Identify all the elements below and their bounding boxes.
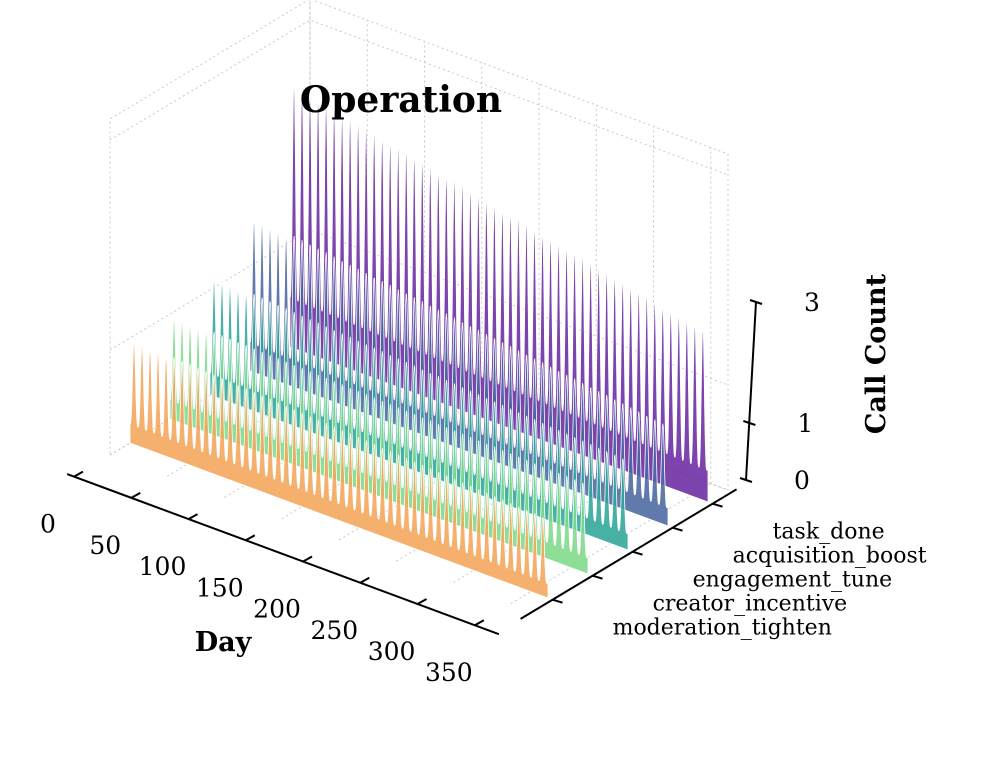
category-label-moderation-tighten: moderation_tighten — [613, 616, 832, 641]
z-tick-mark — [749, 299, 763, 305]
x-tick-label: 350 — [425, 658, 473, 687]
y-tick-mark — [712, 502, 723, 508]
x-tick-label: 50 — [89, 531, 121, 560]
x-tick-mark — [359, 576, 370, 584]
y-tick-mark — [632, 550, 643, 556]
category-label-task-done: task_done — [773, 520, 885, 545]
series-layer — [129, 78, 709, 599]
x-tick-label: 150 — [196, 573, 244, 602]
y-tick-mark — [672, 526, 683, 532]
x-tick-label: 100 — [139, 552, 187, 581]
x-axis-title: Day — [195, 627, 253, 658]
x-tick-mark — [130, 491, 141, 499]
z-tick-mark — [739, 477, 753, 483]
axes-layer: 0 50 100 150 200 250 300 350 moderation_tightenc… — [40, 288, 927, 687]
z-tick-label: 1 — [797, 409, 813, 438]
x-tick-label: 300 — [368, 637, 416, 666]
x-tick-label: 0 — [40, 510, 56, 539]
y-axis-line — [520, 488, 738, 620]
y-tick-mark — [592, 574, 603, 580]
series-moderation-tighten — [129, 338, 549, 599]
x-tick-mark — [417, 598, 428, 605]
z-axis-line — [745, 301, 757, 481]
z-tick-label: 0 — [794, 466, 810, 495]
x-tick-mark — [188, 513, 199, 520]
x-tick-mark — [73, 470, 84, 478]
z-tick-label: 3 — [804, 288, 820, 317]
x-axis-line — [66, 473, 500, 636]
x-tick-mark — [302, 555, 313, 563]
grid-line-z — [109, 19, 729, 176]
category-label-engagement-tune: engagement_tune — [693, 568, 893, 593]
chart-title: Operation — [300, 79, 502, 121]
y-tick-mark — [552, 598, 563, 604]
x-tick-mark — [474, 619, 485, 627]
x-tick-label: 250 — [310, 616, 358, 645]
category-label-acquisition-boost: acquisition_boost — [733, 544, 927, 569]
z-axis-title: Call Count — [861, 273, 892, 434]
x-tick-mark — [245, 534, 256, 542]
z-tick-mark — [743, 420, 756, 426]
back-wall — [309, 0, 729, 491]
category-label-creator-incentive: creator_incentive — [653, 592, 848, 617]
x-tick-label: 200 — [253, 595, 301, 624]
